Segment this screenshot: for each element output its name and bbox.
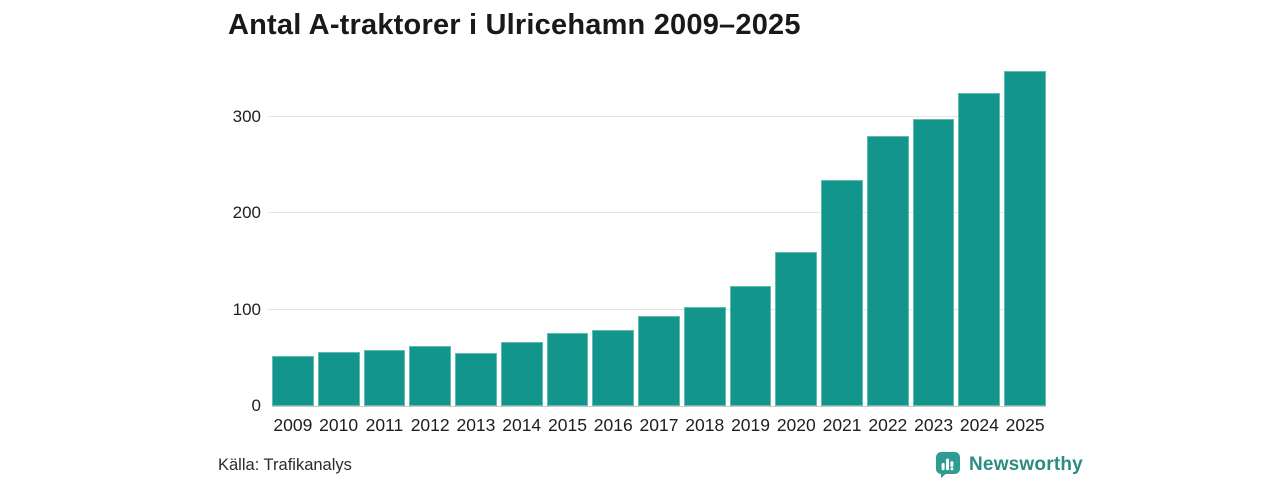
x-tick-label-2018: 2018 [685,415,725,435]
bar-2011 [363,350,406,406]
gridline-200 [268,212,1046,214]
x-tick-label-2011: 2011 [365,415,404,435]
x-tick-label-2010: 2010 [319,415,359,435]
bar-2009 [272,355,314,406]
chart-title: Antal A-traktorer i Ulricehamn 2009–2025 [228,9,801,41]
bar-2018 [683,306,726,406]
plot-area: 0 100 200 300 [233,69,1047,414]
x-tick-label-2017: 2017 [639,415,679,435]
x-tick-label-2023: 2023 [914,415,954,435]
y-tick-label-200: 200 [232,203,261,223]
x-tick-label-2015: 2015 [548,415,587,435]
x-tick-label-2016: 2016 [593,415,633,435]
x-tick-label-2019: 2019 [731,415,770,435]
bar-2019 [729,285,772,406]
x-tick-label-2013: 2013 [456,415,496,435]
bar-2013 [455,353,497,406]
bar-2012 [409,346,452,406]
y-tick-label-300: 300 [232,107,261,127]
bar-2017 [638,316,680,406]
bars-container [272,69,1047,406]
bar-2023 [912,119,955,406]
source-text: Källa: Trafikanalys [218,456,352,474]
bar-2022 [866,136,909,406]
y-tick-label-0: 0 [251,396,261,415]
bar-2020 [775,251,818,406]
y-tick-label-100: 100 [232,299,261,319]
gridline-300 [268,116,1046,118]
gridline-100 [268,308,1046,310]
x-tick-label-2009: 2009 [273,415,313,435]
x-axis-labels: 2009 2010 2011 2012 2013 2014 2015 2016 2017 2018… [272,415,1046,436]
newsworthy-wordmark: Newsworthy [969,453,1083,475]
x-tick-label-2025: 2025 [1005,415,1045,435]
x-tick-label-2012: 2012 [410,415,450,435]
x-tick-label-2014: 2014 [502,415,542,435]
x-tick-label-2020: 2020 [776,415,816,435]
newsworthy-icon [936,452,960,478]
x-tick-label-2022: 2022 [868,415,908,435]
bar-2021 [821,179,863,406]
newsworthy-logo: Newsworthy [935,451,1083,478]
bar-2010 [317,352,360,406]
bar-2024 [958,93,1001,406]
x-tick-label-2021: 2021 [822,415,862,435]
bar-2015 [546,332,589,406]
bar-2016 [592,329,635,406]
bar-2014 [500,341,543,406]
bar-2025 [1004,70,1047,406]
x-tick-label-2024: 2024 [959,415,999,435]
